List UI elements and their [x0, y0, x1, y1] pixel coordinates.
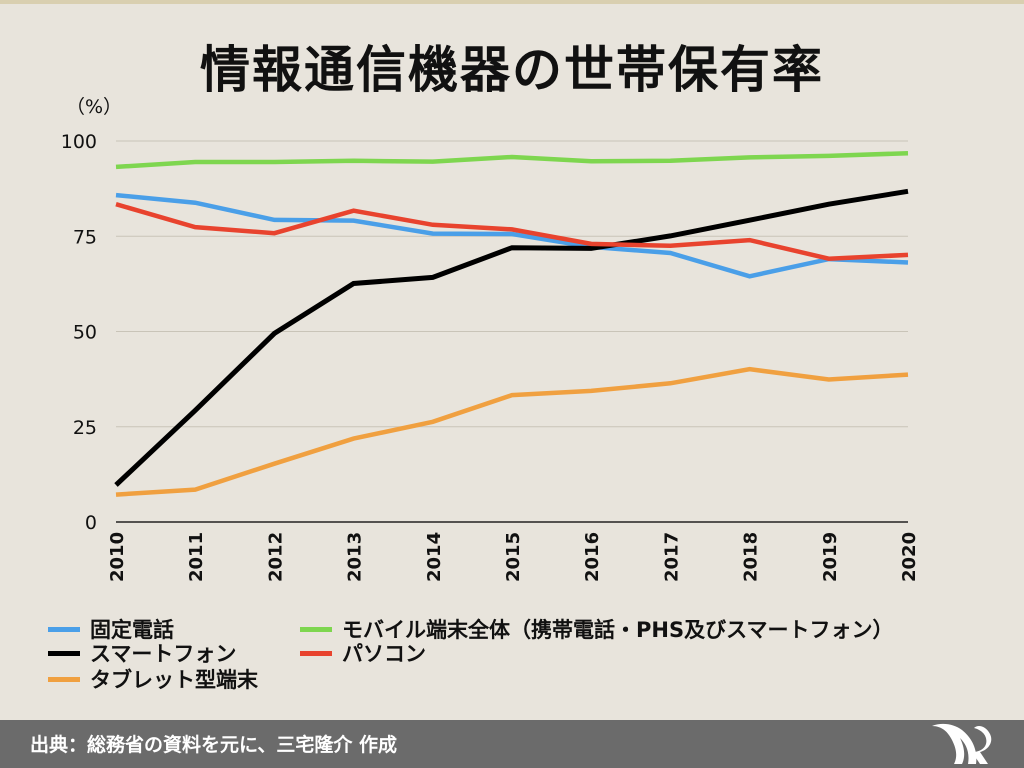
legend-label: モバイル端末全体（携帯電話・PHS及びスマートフォン）: [342, 618, 894, 642]
series-line-1: [115, 150, 909, 170]
grid-lines: [116, 140, 908, 523]
footer-bar: 出典：総務省の資料を元に、三宅隆介 作成: [0, 720, 1024, 768]
x-tick-label: 2020: [899, 532, 920, 582]
chart-title: 情報通信機器の世帯保有率: [200, 41, 824, 99]
series-line-4: [115, 366, 909, 497]
top-accent-rule: [0, 0, 1024, 4]
x-tick-label: 2012: [265, 532, 286, 582]
x-tick-label: 2010: [107, 532, 128, 582]
x-tick-label: 2016: [582, 532, 603, 582]
source-note: 出典：総務省の資料を元に、三宅隆介 作成: [30, 734, 398, 756]
legend-item-fixed-phone: 固定電話: [48, 614, 174, 644]
series-line-3: [115, 202, 909, 261]
series-line-0: [115, 192, 909, 279]
x-tick-label: 2019: [820, 532, 841, 582]
y-tick-label: 50: [73, 322, 97, 344]
x-tick-label: 2011: [186, 532, 207, 582]
x-tick-label: 2014: [424, 532, 445, 582]
legend-item-pc: パソコン: [300, 638, 426, 668]
y-axis-unit-label: （%）: [66, 96, 123, 118]
legend-swatch: [300, 626, 332, 632]
legend-label: パソコン: [342, 642, 426, 666]
x-tick-label: 2018: [741, 532, 762, 582]
legend-label: タブレット型端末: [90, 668, 258, 692]
legend-item-tablet: タブレット型端末: [48, 664, 258, 694]
legend-swatch: [48, 650, 80, 656]
legend-item-mobile-total: モバイル端末全体（携帯電話・PHS及びスマートフォン）: [300, 614, 893, 644]
legend-label: 固定電話: [90, 618, 174, 642]
legend-label: スマートフォン: [90, 642, 237, 666]
y-tick-label: 0: [85, 512, 97, 534]
mr-monogram-logo-icon: [932, 723, 992, 764]
x-tick-label: 2015: [503, 532, 524, 582]
legend-swatch: [48, 676, 80, 682]
y-tick-label: 100: [61, 131, 97, 153]
series-line-2: [114, 188, 909, 487]
series-lines: [114, 150, 909, 497]
x-tick-label: 2013: [345, 532, 366, 582]
y-tick-label: 25: [73, 417, 97, 439]
legend-swatch: [300, 650, 332, 656]
x-tick-labels: 2010 2011 2012 2013 2014 2015 2016 2017 2018 2019…: [107, 532, 920, 582]
y-tick-labels: 0 25 50 75 100: [61, 131, 97, 534]
legend-item-smartphone: スマートフォン: [48, 638, 236, 668]
legend-swatch: [48, 626, 80, 632]
x-tick-label: 2017: [661, 532, 682, 582]
y-tick-label: 75: [73, 226, 97, 248]
